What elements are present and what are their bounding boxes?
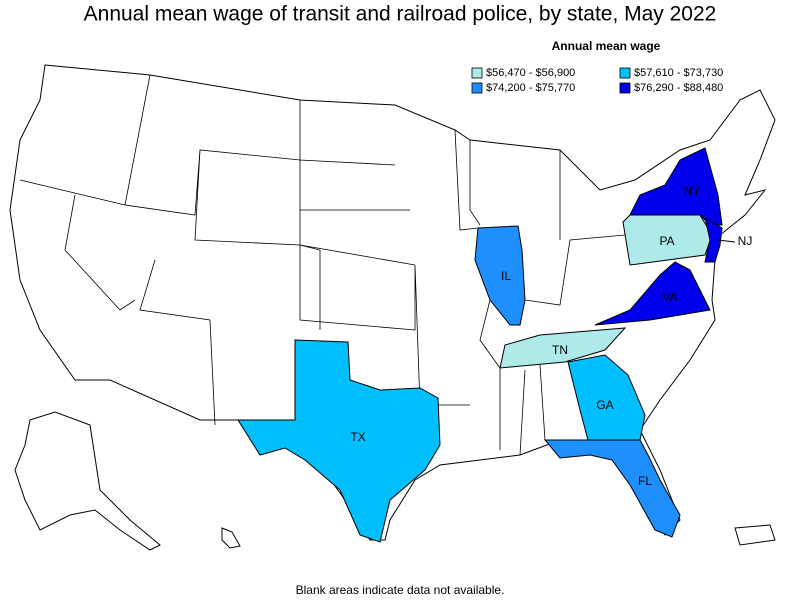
legend-label: $57,610 - $73,730 [634, 67, 723, 79]
state-label: TX [350, 430, 365, 444]
state-shape [499, 327, 627, 369]
legend-label: $74,200 - $75,770 [486, 82, 575, 94]
alaska [14, 411, 161, 551]
legend: $56,470 - $56,900 $57,610 - $73,730 $74,20… [471, 67, 723, 94]
state-label: TN [552, 343, 568, 357]
legend-title: Annual mean wage [552, 39, 661, 53]
state-shape [704, 216, 723, 263]
state-label: PA [659, 234, 674, 248]
state-label: GA [596, 398, 613, 412]
map-title: Annual mean wage of transit and railroad… [84, 3, 717, 26]
state-label: NY [684, 184, 701, 198]
state-shape [594, 261, 711, 326]
legend-label: $76,290 - $88,480 [634, 82, 723, 94]
legend-swatch [471, 82, 483, 94]
puerto-rico [734, 524, 776, 546]
legend-swatch [619, 82, 631, 94]
state-label: VA [662, 290, 677, 304]
states: NY PA NJ IL VA TN GA TX FL [237, 147, 753, 543]
state-shape [567, 354, 646, 441]
state-label: FL [638, 474, 652, 488]
footnote: Blank areas indicate data not available. [296, 583, 505, 597]
state-label: NJ [738, 234, 753, 248]
state-shape [543, 439, 681, 538]
leader-line [717, 239, 736, 243]
legend-label: $56,470 - $56,900 [486, 67, 575, 79]
state-shape [237, 339, 441, 543]
hawaii [221, 527, 241, 549]
state-label: IL [501, 269, 511, 283]
state-shape [474, 225, 526, 326]
legend-swatch [619, 67, 631, 79]
legend-swatch [471, 67, 483, 79]
